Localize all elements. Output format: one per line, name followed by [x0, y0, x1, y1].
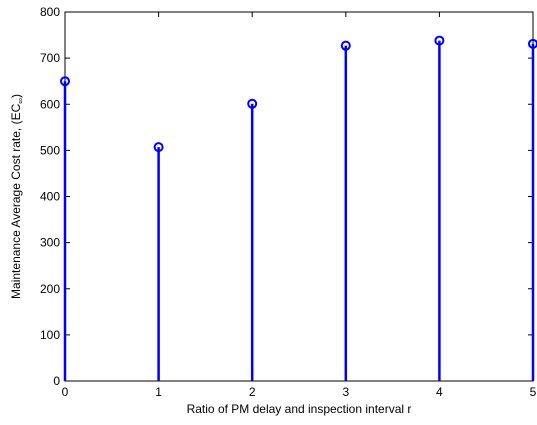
- x-tick-label: 5: [530, 385, 537, 399]
- ticks-layer: 0 100 200 300 400 500 600 700 800 0 1 2 3 4 5: [40, 5, 537, 399]
- y-axis-label: Maintenance Average Cost rate, (EC∞): [9, 94, 25, 299]
- y-tick-label: 100: [40, 328, 60, 342]
- y-axis-label-main: Maintenance Average Cost rate, (EC: [9, 103, 23, 299]
- stem-marker: [247, 98, 258, 109]
- stem-marker: [340, 40, 351, 51]
- x-axis-label: Ratio of PM delay and inspection interva…: [187, 402, 412, 416]
- y-tick-label: 600: [40, 97, 60, 111]
- y-tick-label: 500: [40, 143, 60, 157]
- y-tick-label: 200: [40, 282, 60, 296]
- x-tick-label: 1: [155, 385, 162, 399]
- stem-marker: [60, 76, 70, 87]
- stem-marker: [434, 35, 445, 46]
- y-tick-label: 300: [40, 236, 60, 250]
- stem-marker: [153, 142, 164, 153]
- y-tick-label: 0: [53, 374, 60, 388]
- x-tick-label: 2: [249, 385, 256, 399]
- plot-area: [64, 11, 534, 382]
- y-axis-label-suffix: ): [9, 94, 23, 98]
- y-tick-label: 800: [40, 5, 60, 19]
- y-axis-label-subscript: ∞: [16, 98, 25, 104]
- y-tick-label: 700: [40, 51, 60, 65]
- x-tick-label: 3: [342, 385, 349, 399]
- stems-layer: [60, 35, 537, 381]
- x-tick-label: 0: [62, 385, 69, 399]
- stem-marker: [528, 38, 537, 49]
- x-tick-label: 4: [436, 385, 443, 399]
- y-tick-label: 400: [40, 190, 60, 204]
